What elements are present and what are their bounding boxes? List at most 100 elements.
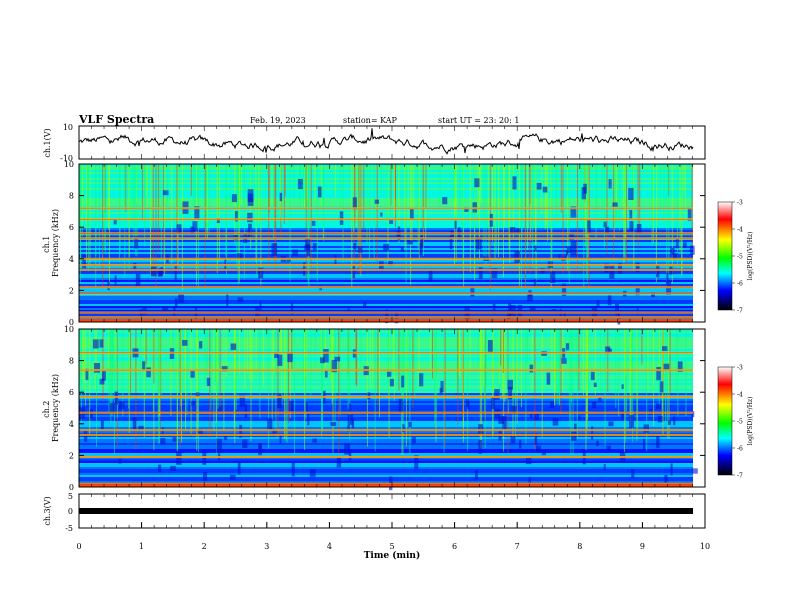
spec-streak bbox=[398, 164, 400, 243]
spec-patch bbox=[563, 311, 566, 319]
spec-row bbox=[79, 266, 693, 268]
spec-streak bbox=[506, 164, 508, 200]
spec-streak bbox=[170, 329, 172, 416]
spec-patch bbox=[162, 190, 169, 196]
spec-streak bbox=[633, 164, 635, 271]
colorbar-tick-label: -7 bbox=[737, 308, 743, 315]
spec-streak bbox=[274, 164, 276, 267]
spec-patch bbox=[352, 265, 355, 278]
spec-row bbox=[79, 405, 693, 407]
spec-patch bbox=[114, 275, 117, 286]
spec-streak bbox=[418, 329, 420, 386]
spec-patch bbox=[142, 361, 146, 371]
spec-patch bbox=[291, 462, 295, 477]
spec-streak bbox=[288, 329, 290, 423]
spec-streak bbox=[360, 329, 362, 372]
spec-patch bbox=[511, 405, 517, 415]
spec-streak bbox=[354, 164, 356, 223]
spec-streak bbox=[479, 164, 480, 260]
spec-streak bbox=[379, 329, 380, 418]
spec-streak bbox=[525, 329, 527, 444]
spec-streak bbox=[392, 329, 394, 372]
spec-patch bbox=[174, 298, 178, 308]
spec-patch bbox=[389, 219, 394, 224]
spec-streak bbox=[411, 164, 413, 242]
ch3-ytick-mid: 0 bbox=[68, 507, 73, 516]
spec-patch bbox=[636, 224, 642, 233]
spec-row bbox=[79, 290, 693, 292]
spec-band-core bbox=[79, 293, 693, 294]
ch1-ytick-bottom: -10 bbox=[60, 154, 73, 163]
spec-row bbox=[79, 182, 693, 184]
spec-streak bbox=[251, 329, 253, 382]
spec-streak bbox=[587, 164, 589, 258]
spec-streak bbox=[316, 164, 318, 282]
spec-patch bbox=[258, 267, 264, 279]
spec-streak bbox=[163, 164, 165, 260]
spec-patch bbox=[160, 438, 166, 444]
spec-streak bbox=[685, 164, 687, 221]
spec-streak bbox=[615, 164, 617, 225]
spec-row bbox=[79, 439, 693, 441]
spec-row bbox=[79, 481, 693, 483]
spec-streak bbox=[135, 329, 137, 450]
spec-streak bbox=[372, 329, 374, 389]
spec-streak bbox=[204, 329, 206, 385]
spec-row bbox=[79, 357, 693, 359]
spec-streak bbox=[184, 329, 186, 367]
spec-streak bbox=[304, 329, 305, 384]
spec-streak bbox=[647, 329, 649, 393]
spec-patch bbox=[574, 423, 577, 429]
spec-patch bbox=[170, 465, 176, 471]
spec-patch bbox=[605, 346, 611, 354]
spec-streak bbox=[376, 164, 378, 262]
spec-patch bbox=[649, 408, 653, 415]
spec-ytick-label: 6 bbox=[69, 223, 74, 232]
colorbar-tick-label: -7 bbox=[737, 473, 743, 480]
spec-row bbox=[79, 252, 693, 254]
spec-streak bbox=[413, 164, 415, 213]
spec-streak bbox=[399, 329, 401, 388]
spec-streak bbox=[239, 164, 241, 199]
spec-band-core bbox=[79, 429, 693, 431]
spec-patch bbox=[464, 207, 469, 212]
spec-patch bbox=[536, 445, 541, 452]
spec-streak bbox=[653, 329, 654, 386]
spec-patch bbox=[307, 412, 310, 426]
spec-streak bbox=[281, 329, 283, 405]
spec-patch bbox=[247, 189, 254, 202]
spec-row bbox=[79, 419, 693, 421]
spec-streak bbox=[402, 329, 404, 402]
spec-patch bbox=[223, 435, 228, 441]
spec-streak bbox=[483, 329, 485, 386]
spec-streak bbox=[289, 329, 291, 419]
spec-patch bbox=[203, 472, 207, 482]
spec-streak bbox=[347, 329, 349, 409]
spec-streak bbox=[527, 164, 529, 251]
spec-patch bbox=[591, 426, 594, 440]
spec-row bbox=[79, 387, 693, 389]
spec-row bbox=[79, 202, 693, 204]
spec-streak bbox=[268, 164, 270, 214]
ch2-spec-ylabel-line1: ch.2 bbox=[42, 401, 51, 418]
spec-streak bbox=[580, 164, 582, 227]
x-tick-label: 7 bbox=[515, 542, 520, 551]
spec-patch bbox=[502, 416, 507, 430]
spec-band-core bbox=[79, 233, 693, 234]
spec-streak bbox=[83, 329, 85, 386]
spec-band-core bbox=[79, 312, 693, 313]
spec-streak bbox=[122, 329, 124, 417]
spec-streak bbox=[320, 329, 322, 362]
spec-patch bbox=[516, 228, 521, 234]
ch1-spectrogram bbox=[79, 164, 695, 325]
spec-streak bbox=[601, 164, 603, 229]
spec-streak bbox=[108, 329, 109, 368]
spec-patch bbox=[529, 413, 533, 419]
spec-patch bbox=[182, 340, 188, 346]
spec-patch bbox=[546, 372, 551, 385]
spec-patch bbox=[305, 239, 310, 249]
spec-band-core bbox=[79, 218, 693, 220]
spec-patch bbox=[176, 451, 182, 465]
ch1-spec-ylabel-line2: Frequency (kHz) bbox=[51, 209, 60, 277]
spec-patch bbox=[99, 339, 104, 348]
